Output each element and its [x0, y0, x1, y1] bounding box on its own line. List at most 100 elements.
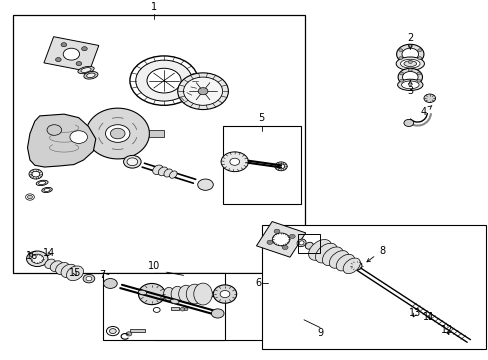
Ellipse shape: [397, 79, 422, 90]
Ellipse shape: [395, 57, 424, 71]
Circle shape: [229, 158, 239, 165]
Polygon shape: [130, 329, 144, 332]
Ellipse shape: [169, 171, 177, 178]
Circle shape: [110, 128, 125, 139]
Polygon shape: [149, 130, 163, 137]
Circle shape: [25, 194, 34, 200]
Circle shape: [396, 44, 423, 64]
Text: 6: 6: [255, 279, 261, 288]
Circle shape: [31, 254, 43, 264]
Circle shape: [56, 58, 61, 62]
Polygon shape: [44, 37, 99, 72]
Ellipse shape: [50, 261, 62, 271]
Ellipse shape: [171, 286, 183, 302]
Ellipse shape: [86, 73, 95, 78]
Ellipse shape: [66, 266, 83, 281]
Circle shape: [416, 79, 420, 82]
Text: 16: 16: [26, 251, 39, 261]
Circle shape: [403, 120, 413, 126]
Circle shape: [423, 94, 435, 103]
Bar: [298, 234, 320, 253]
Ellipse shape: [158, 167, 167, 176]
Circle shape: [277, 164, 284, 169]
Ellipse shape: [400, 59, 419, 68]
Circle shape: [26, 251, 48, 266]
Polygon shape: [171, 307, 178, 310]
Ellipse shape: [41, 188, 52, 193]
Text: 7: 7: [99, 270, 105, 280]
Ellipse shape: [78, 66, 94, 74]
Polygon shape: [27, 114, 96, 167]
Ellipse shape: [138, 290, 146, 295]
Circle shape: [198, 88, 207, 95]
Circle shape: [272, 233, 289, 246]
Ellipse shape: [299, 241, 304, 245]
Text: 13: 13: [408, 309, 421, 319]
Ellipse shape: [213, 285, 236, 303]
Circle shape: [417, 57, 421, 59]
Bar: [222, 126, 300, 204]
Circle shape: [407, 45, 411, 48]
Text: 4: 4: [420, 105, 431, 117]
Circle shape: [398, 57, 402, 59]
Ellipse shape: [308, 239, 331, 260]
Circle shape: [147, 68, 181, 93]
Ellipse shape: [152, 165, 163, 175]
Text: 11: 11: [422, 312, 434, 322]
Circle shape: [407, 83, 411, 86]
Ellipse shape: [186, 284, 203, 304]
Circle shape: [273, 229, 279, 233]
Circle shape: [407, 68, 411, 71]
Circle shape: [180, 307, 184, 311]
Circle shape: [109, 329, 116, 334]
Circle shape: [127, 158, 138, 166]
Ellipse shape: [45, 259, 56, 269]
Circle shape: [183, 77, 222, 105]
Bar: [13, 15, 305, 273]
Ellipse shape: [343, 258, 360, 274]
Circle shape: [106, 327, 119, 336]
Circle shape: [32, 171, 40, 177]
Circle shape: [399, 79, 403, 82]
Circle shape: [282, 246, 287, 249]
Ellipse shape: [56, 262, 69, 275]
Circle shape: [417, 49, 421, 51]
Circle shape: [274, 162, 286, 171]
Text: 3: 3: [407, 81, 412, 96]
Circle shape: [266, 240, 272, 244]
Circle shape: [183, 308, 187, 311]
Polygon shape: [256, 221, 305, 257]
Circle shape: [197, 179, 213, 190]
Text: 8: 8: [366, 246, 384, 262]
Circle shape: [130, 56, 198, 105]
Ellipse shape: [39, 181, 45, 185]
Circle shape: [103, 279, 117, 288]
Circle shape: [399, 72, 403, 75]
Circle shape: [211, 309, 224, 318]
Circle shape: [402, 71, 417, 83]
Ellipse shape: [178, 285, 193, 303]
Text: 5: 5: [258, 113, 264, 123]
Ellipse shape: [163, 169, 172, 177]
Ellipse shape: [61, 264, 76, 278]
Circle shape: [289, 234, 295, 239]
Ellipse shape: [163, 287, 174, 301]
Circle shape: [86, 276, 92, 281]
Circle shape: [61, 43, 66, 47]
Circle shape: [29, 169, 42, 179]
Ellipse shape: [350, 262, 361, 270]
Circle shape: [397, 68, 422, 86]
Text: 15: 15: [68, 268, 81, 278]
Circle shape: [398, 49, 402, 51]
Ellipse shape: [44, 189, 50, 192]
Ellipse shape: [403, 61, 416, 67]
Ellipse shape: [328, 251, 348, 268]
Circle shape: [401, 48, 418, 60]
Ellipse shape: [322, 247, 343, 266]
Circle shape: [136, 60, 192, 101]
Ellipse shape: [36, 180, 48, 185]
Circle shape: [76, 62, 81, 66]
Ellipse shape: [305, 242, 313, 249]
Circle shape: [220, 291, 229, 298]
Text: 12: 12: [440, 325, 452, 336]
